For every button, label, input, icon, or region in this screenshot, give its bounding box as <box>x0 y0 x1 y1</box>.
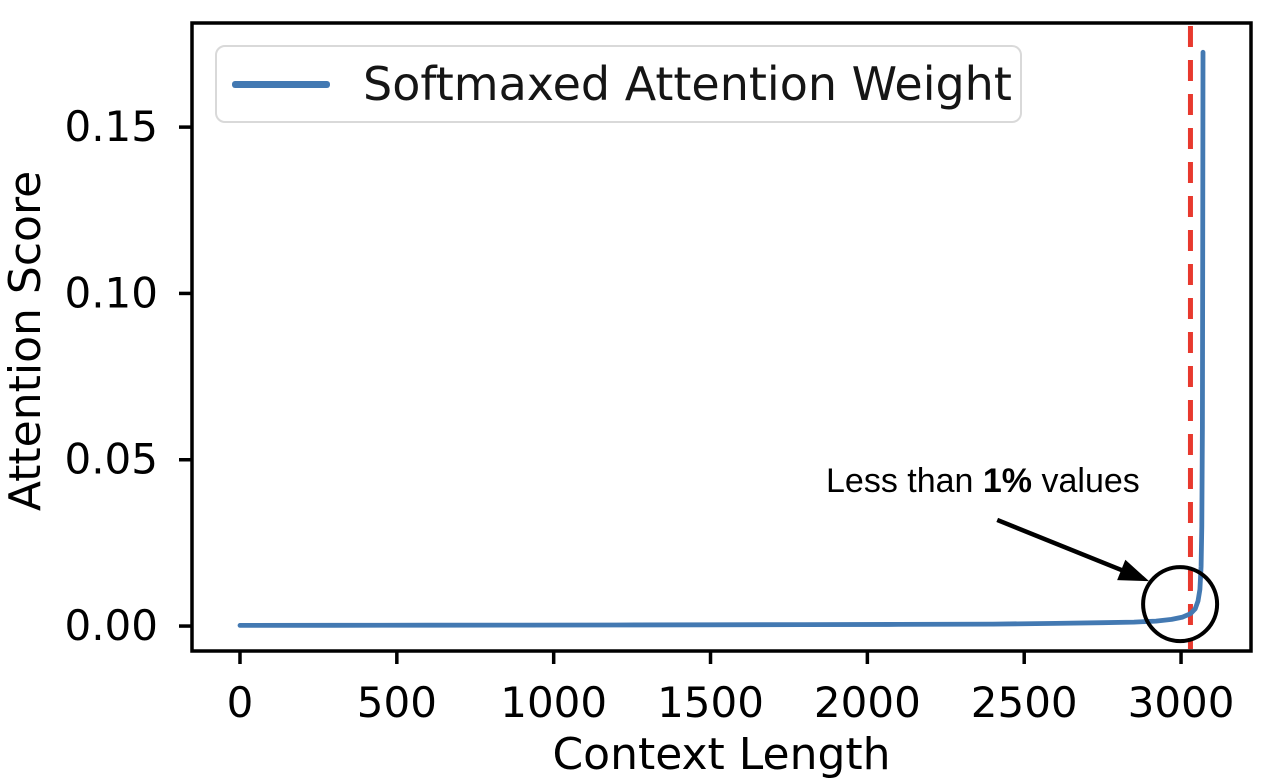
x-axis-tick-label: 1000 <box>500 678 607 727</box>
annotation-text-after: values <box>1032 462 1140 500</box>
annotation-text: Less than 1% values <box>826 464 1140 498</box>
legend: Softmaxed Attention Weight <box>215 45 1022 123</box>
annotation-arrow-head <box>1117 559 1150 582</box>
legend-line-sample <box>232 80 330 88</box>
x-axis-tick-label: 0 <box>227 678 254 727</box>
annotation-text-before: Less than <box>826 462 983 500</box>
x-axis-tick-label: 1500 <box>657 678 764 727</box>
annotation-text-bold: 1% <box>982 462 1033 500</box>
y-axis-tick-label: 0.10 <box>64 268 158 317</box>
legend-label: Softmaxed Attention Weight <box>363 57 1012 111</box>
y-axis-tick-label: 0.15 <box>64 102 158 151</box>
annotation-arrow-shaft <box>996 517 1126 574</box>
y-axis-label: Attention Score <box>0 170 51 512</box>
plot-frame <box>190 21 1253 653</box>
x-axis-tick-label: 2000 <box>814 678 921 727</box>
x-axis-tick-label: 500 <box>357 678 437 727</box>
x-axis-label: Context Length <box>552 729 891 780</box>
y-axis-tick-label: 0.00 <box>64 601 158 650</box>
annotation-circle <box>1141 565 1220 644</box>
y-axis-tick-label: 0.05 <box>64 435 158 484</box>
x-axis-tick-label: 2500 <box>971 678 1078 727</box>
x-axis-tick-label: 3000 <box>1128 678 1235 727</box>
attention-weight-curve <box>237 49 1206 628</box>
